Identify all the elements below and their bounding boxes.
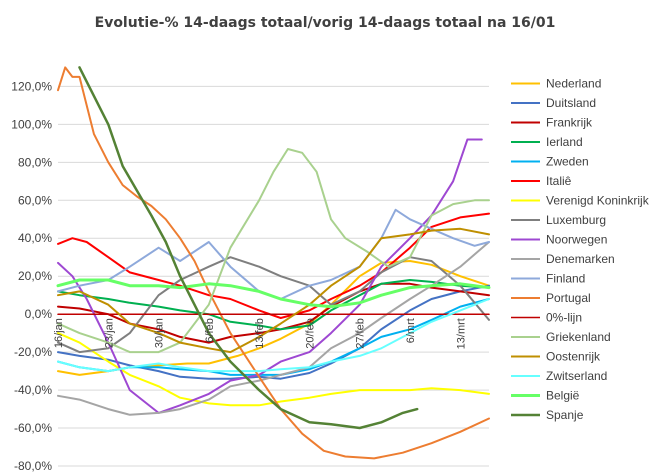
- y-tick-label: 100,0%: [11, 117, 52, 131]
- x-tick-label: 30/jan: [154, 318, 166, 348]
- x-axis-tick-labels: 16/jan 23/jan 30/jan 6/feb 13/feb 20/feb 27/fe…: [53, 318, 467, 349]
- legend-label: Duitsland: [546, 96, 596, 110]
- legend-label: Finland: [546, 272, 585, 286]
- x-tick-label: 20/feb: [304, 318, 316, 349]
- x-tick-label: 13/mrt: [455, 318, 467, 349]
- legend-label: Griekenland: [546, 330, 611, 344]
- x-tick-label: 13/feb: [254, 318, 266, 349]
- y-tick-label: -80,0%: [14, 459, 52, 473]
- chart-title: Evolutie-% 14-daags totaal/vorig 14-daag…: [95, 15, 556, 31]
- legend-label: 0%-lijn: [546, 311, 582, 325]
- series-line: [57, 212, 490, 319]
- series-line: [57, 227, 490, 354]
- series-line: [78, 66, 419, 430]
- legend-label: Ierland: [546, 135, 583, 149]
- legend-label: Luxemburg: [546, 213, 606, 227]
- series-line: [56, 278, 491, 309]
- legend-label: Noorwegen: [546, 233, 607, 247]
- x-tick-label: 23/jan: [103, 318, 115, 348]
- legend-label: Verenigd Koninkrijk: [546, 194, 650, 208]
- x-tick-label: 27/feb: [355, 318, 367, 349]
- legend-label: Zwitserland: [546, 369, 607, 383]
- series-line: [57, 148, 490, 354]
- series-line: [57, 279, 490, 331]
- series-line: [57, 208, 490, 300]
- legend: Nederland Duitsland Frankrijk Ierland Zweden…: [511, 77, 650, 422]
- legend-label: Frankrijk: [546, 116, 593, 130]
- series-line: [57, 66, 490, 460]
- y-axis-tick-labels: -80,0% -60,0% -40,0% -20,0% 0,0% 20,0% 40,0% 60…: [11, 79, 52, 473]
- series-line: [57, 138, 483, 414]
- legend-label: Portugal: [546, 291, 591, 305]
- y-tick-label: 120,0%: [11, 79, 52, 93]
- legend-label: Nederland: [546, 77, 601, 91]
- series-lines: [56, 66, 491, 460]
- legend-label: Spanje: [546, 408, 584, 422]
- x-tick-label: 16/jan: [53, 318, 65, 348]
- series-line: [57, 256, 490, 354]
- y-tick-label: 20,0%: [18, 269, 52, 283]
- y-tick-label: 60,0%: [18, 193, 52, 207]
- legend-label: Oostenrijk: [546, 350, 601, 364]
- legend-label: Zweden: [546, 155, 589, 169]
- series-line: [57, 298, 490, 373]
- x-tick-label: 6/feb: [204, 318, 216, 342]
- legend-label: Italiê: [546, 174, 572, 188]
- y-tick-label: 40,0%: [18, 231, 52, 245]
- y-tick-label: -20,0%: [14, 345, 52, 359]
- y-tick-label: -40,0%: [14, 383, 52, 397]
- y-tick-label: -60,0%: [14, 421, 52, 435]
- legend-label: België: [546, 389, 580, 403]
- series-line: [57, 332, 490, 407]
- y-tick-label: 0,0%: [25, 307, 53, 321]
- series-line: [57, 241, 490, 416]
- legend-label: Denemarken: [546, 252, 615, 266]
- x-tick-label: 6/mrt: [405, 318, 417, 343]
- y-tick-label: 80,0%: [18, 155, 52, 169]
